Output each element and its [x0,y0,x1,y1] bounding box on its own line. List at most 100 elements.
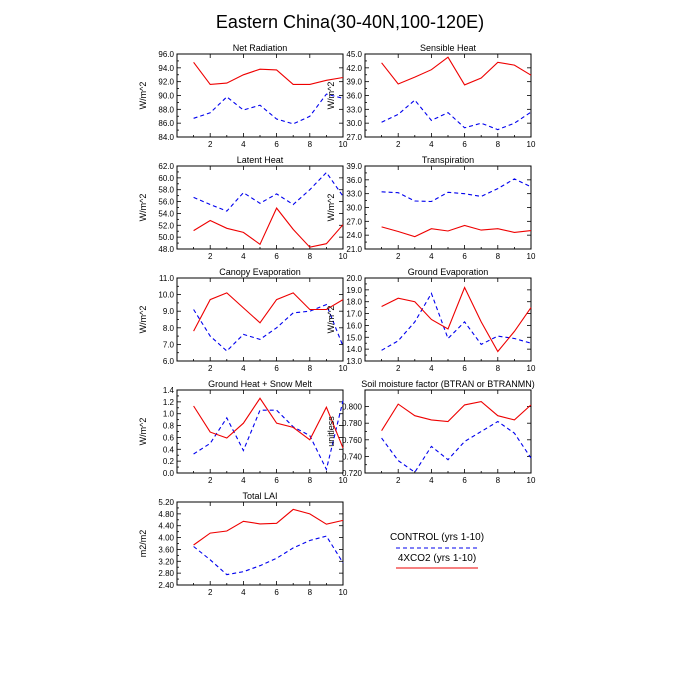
transpiration-ytick-label: 21.0 [346,245,362,254]
sensible-heat-xtick-label: 6 [462,140,467,149]
net-radiation-xtick-label: 4 [241,140,246,149]
transpiration-control-line [381,178,532,203]
canopy-evaporation-frame [176,277,344,362]
ground-evaporation-ylabel: W/m^2 [326,306,336,334]
latent-heat-exp-line [193,207,344,248]
transpiration-ytick-label: 36.0 [346,176,362,185]
total-lai-frame [176,501,344,586]
net-radiation-ytick-label: 88.0 [158,105,174,114]
sensible-heat-xtick-label: 2 [396,140,401,149]
transpiration-xtick-label: 10 [527,252,536,261]
soil-moisture-frame [364,389,532,474]
canopy-evaporation-xtick-label: 8 [308,364,313,373]
net-radiation-title: Net Radiation [233,43,288,53]
latent-heat-xtick-label: 2 [208,252,213,261]
canopy-evaporation-ytick-label: 7.0 [163,340,175,349]
latent-heat-ytick-label: 54.0 [158,209,174,218]
ground-heat-ytick-label: 1.0 [163,410,175,419]
ground-evaporation-xtick-label: 8 [496,364,501,373]
soil-moisture-ytick-label: 0.780 [342,419,363,428]
latent-heat-xtick-label: 10 [339,252,348,261]
ground-evaporation-title: Ground Evaporation [408,267,489,277]
ground-heat-xtick-label: 6 [274,476,279,485]
canopy-evaporation-ytick-label: 11.0 [159,274,175,283]
latent-heat-control-line [193,171,344,212]
ground-heat-xtick-label: 2 [208,476,213,485]
canopy-evaporation-xtick-label: 6 [274,364,279,373]
total-lai-title: Total LAI [242,491,277,501]
ground-heat-xtick-label: 10 [339,476,348,485]
ground-heat-xtick-label: 8 [308,476,313,485]
net-radiation-xtick-label: 2 [208,140,213,149]
latent-heat-ytick-label: 56.0 [158,198,174,207]
total-lai-xtick-label: 8 [308,588,313,597]
ground-heat-ytick-label: 1.2 [163,398,175,407]
ground-evaporation-ytick-label: 13.0 [346,357,362,366]
ground-evaporation-xtick-label: 6 [462,364,467,373]
latent-heat-ytick-label: 58.0 [158,186,174,195]
soil-moisture-title: Soil moisture factor (BTRAN or BTRANMN) [361,379,535,389]
sensible-heat-control-line [381,99,532,131]
total-lai-exp-line [193,508,344,546]
ground-evaporation-exp-line [381,286,532,353]
total-lai-ytick-label: 2.80 [158,569,174,578]
canopy-evaporation-ytick-label: 6.0 [163,357,175,366]
ground-heat-ytick-label: 0.4 [163,445,175,454]
legend-exp-label: 4XCO2 (yrs 1-10) [398,553,476,564]
ground-heat-panel: Ground Heat + Snow Melt W/m^2 0.0 0.2 0.4 0.6… [138,379,348,485]
transpiration-title: Transpiration [422,155,474,165]
total-lai-ytick-label: 5.20 [158,498,174,507]
ground-evaporation-control-line [381,292,532,351]
transpiration-xtick-label: 2 [396,252,401,261]
ground-evaporation-ytick-label: 19.0 [346,286,362,295]
net-radiation-xtick-label: 6 [274,140,279,149]
figure-title: Eastern China(30-40N,100-120E) [216,12,484,32]
ground-heat-title: Ground Heat + Snow Melt [208,379,312,389]
ground-heat-ylabel: W/m^2 [138,418,148,446]
ground-evaporation-ytick-label: 16.0 [346,321,362,330]
net-radiation-xtick-label: 8 [308,140,313,149]
ground-heat-xtick-label: 4 [241,476,246,485]
ground-evaporation-frame [364,277,532,362]
sensible-heat-panel: Sensible HeatW/m^227.030.033.036.039.042… [326,43,536,149]
total-lai-ylabel: m2/m2 [138,530,148,558]
sensible-heat-ytick-label: 45.0 [346,50,362,59]
transpiration-ytick-label: 27.0 [346,217,362,226]
ground-heat-exp-line [193,397,344,449]
latent-heat-xtick-label: 4 [241,252,246,261]
soil-moisture-ytick-label: 0.740 [342,452,363,461]
ground-heat-ytick-label: 0.8 [163,422,175,431]
sensible-heat-title: Sensible Heat [420,43,477,53]
canopy-evaporation-ytick-label: 8.0 [163,324,175,333]
transpiration-xtick-label: 4 [429,252,434,261]
sensible-heat-ylabel: W/m^2 [326,82,336,110]
transpiration-frame [364,165,532,250]
ground-heat-ytick-label: 0.0 [163,469,175,478]
net-radiation-frame [176,53,344,138]
net-radiation-ytick-label: 94.0 [158,64,174,73]
total-lai-xtick-label: 6 [274,588,279,597]
transpiration-panel: Transpiration W/m^2 21.0 24.0 27.0 30.0 33.0 36… [326,155,536,261]
panels: Net RadiationW/m^284.086.088.090.092.094… [138,43,536,597]
net-radiation-ytick-label: 92.0 [158,78,174,87]
ground-evaporation-panel: Ground Evaporation W/m^2 13.0 14.0 15.0 16.0 1… [326,267,536,373]
soil-moisture-panel: Soil moisture factor (BTRAN or BTRANMN) u… [326,379,536,485]
net-radiation-xtick-label: 10 [339,140,348,149]
canopy-evaporation-control-line [193,303,344,352]
net-radiation-control-line [193,93,344,125]
canopy-evaporation-title: Canopy Evaporation [219,267,301,277]
soil-moisture-ytick-label: 0.720 [342,469,363,478]
legend-control-label: CONTROL (yrs 1-10) [390,532,484,543]
ground-heat-ytick-label: 1.4 [163,386,175,395]
soil-moisture-xtick-label: 10 [527,476,536,485]
canopy-evaporation-panel: Canopy Evaporation W/m^2 6.0 7.0 8.0 9.0 10.0 1… [138,267,348,373]
transpiration-ytick-label: 30.0 [346,204,362,213]
ground-evaporation-xtick-label: 10 [527,364,536,373]
ground-evaporation-ytick-label: 17.0 [346,310,362,319]
ground-evaporation-ytick-label: 20.0 [346,274,362,283]
latent-heat-xtick-label: 8 [308,252,313,261]
total-lai-control-line [193,535,344,576]
transpiration-ytick-label: 33.0 [346,190,362,199]
latent-heat-ylabel: W/m^2 [138,194,148,222]
transpiration-xtick-label: 8 [496,252,501,261]
